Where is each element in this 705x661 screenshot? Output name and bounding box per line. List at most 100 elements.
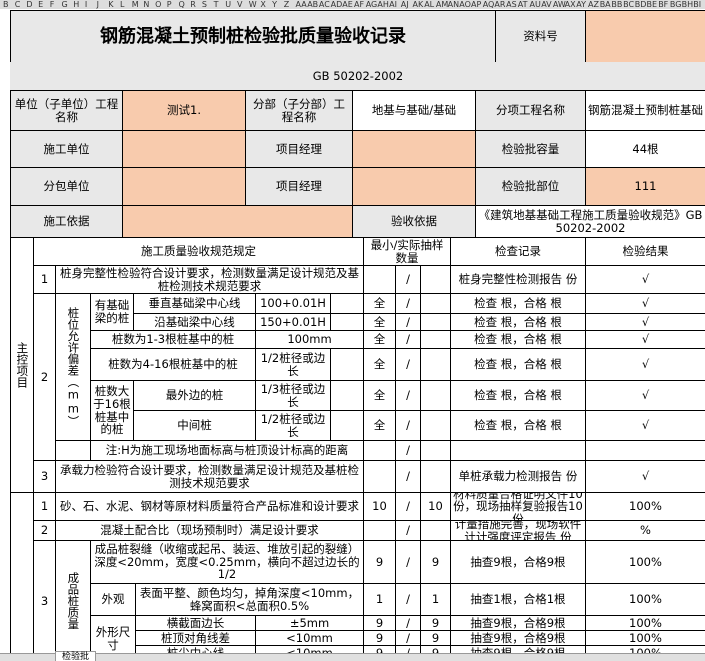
cell: 100% xyxy=(585,615,705,631)
cell: 全 xyxy=(363,313,396,331)
empty-cell xyxy=(420,265,451,294)
cell: / xyxy=(395,348,421,381)
cell: 检查 根，合格 根 xyxy=(450,410,586,441)
column-letter: Q xyxy=(178,0,185,9)
column-letter: BC xyxy=(623,0,635,9)
cell: 检查记录 xyxy=(450,237,586,266)
cell: 桩数为4-16根桩基中的桩 xyxy=(90,348,256,381)
column-letter: AF xyxy=(354,0,365,9)
cell: 全 xyxy=(363,380,396,411)
empty-cell xyxy=(330,293,364,314)
column-letter: AK xyxy=(412,0,424,9)
cell: 抽查9根，合格9根 xyxy=(450,540,586,584)
cell: 100% xyxy=(585,492,705,521)
column-letter: F xyxy=(49,0,55,9)
cell: 2 xyxy=(33,293,56,461)
cell: 3 xyxy=(33,460,56,493)
column-letter: R xyxy=(190,0,196,9)
column-letter: E xyxy=(38,0,44,9)
column-letter: AC xyxy=(318,0,330,9)
cell: 100mm xyxy=(255,330,364,349)
column-letter: BG xyxy=(669,0,682,9)
cell: 验收依据 xyxy=(352,205,476,238)
empty-cell xyxy=(420,313,451,331)
column-letter: N xyxy=(143,0,150,9)
column-letter: AL xyxy=(424,0,435,9)
cell: 材料质量合格证明文件10份，现场抽样复验报告10份 xyxy=(450,492,586,521)
cell: 检查 根，合格 根 xyxy=(450,330,586,349)
column-letter: AI xyxy=(389,0,397,9)
cell: / xyxy=(395,520,421,541)
column-letter: AE xyxy=(342,0,353,9)
cell: 成品桩裂缝（收缩或起吊、装运、堆放引起的裂缝）深度<20mm，宽度<0.25mm… xyxy=(90,540,364,584)
column-letter: AZ xyxy=(588,0,599,9)
cell: / xyxy=(395,540,421,584)
column-letter: AU xyxy=(529,0,541,9)
column-letter: BD xyxy=(634,0,647,9)
empty-cell xyxy=(420,348,451,381)
column-letter: AM xyxy=(435,0,449,9)
column-letter: G xyxy=(61,0,68,9)
cell: / xyxy=(395,440,421,461)
cell: / xyxy=(395,583,421,616)
column-letter: Z xyxy=(283,0,290,9)
cell: 全 xyxy=(363,410,396,441)
sheet-tab[interactable]: 检验批 xyxy=(55,651,97,661)
column-letter: AS xyxy=(506,0,517,9)
cell: 全 xyxy=(363,330,396,349)
cell: 单桩承载力检测报告 份 xyxy=(450,460,586,493)
cell: √ xyxy=(585,265,705,294)
cell: % xyxy=(585,520,705,541)
cell: 150+0.01H xyxy=(255,313,331,331)
column-letter: BI xyxy=(693,0,702,9)
empty-cell xyxy=(363,460,396,493)
cell: / xyxy=(395,460,421,493)
cell: 抽查1根，合格1根 xyxy=(450,583,586,616)
column-letter: H xyxy=(73,0,80,9)
column-letter: AR xyxy=(494,0,506,9)
empty-cell xyxy=(330,313,364,331)
empty-cell xyxy=(585,10,705,63)
cell: 成品桩质量 xyxy=(55,540,91,661)
cell: 桩数为1-3根桩基中的桩 xyxy=(90,330,256,349)
column-letter: K xyxy=(108,0,114,9)
cell: 横截面边长 xyxy=(135,615,256,631)
column-letter: O xyxy=(155,0,162,9)
cell: 施工单位 xyxy=(10,130,123,168)
column-letter: AQ xyxy=(482,0,495,9)
column-letter: C xyxy=(14,0,21,9)
column-letter: I xyxy=(84,0,88,9)
cell: 1 xyxy=(363,583,396,616)
cell: 测试1. xyxy=(122,90,246,131)
column-letter: AW xyxy=(552,0,566,9)
column-letter: BB xyxy=(611,0,623,9)
column-letter: P xyxy=(166,0,172,9)
column-letter: AB xyxy=(307,0,319,9)
cell: 外观 xyxy=(90,583,136,616)
cell: 1/3桩径或边长 xyxy=(255,380,331,411)
cell: / xyxy=(395,630,421,646)
column-letter: T xyxy=(213,0,219,9)
empty-cell xyxy=(330,380,364,411)
empty-cell xyxy=(420,293,451,314)
cell: / xyxy=(395,492,421,521)
column-letter: B xyxy=(3,0,9,9)
column-header-bar xyxy=(0,0,705,9)
cell: 10 xyxy=(420,492,451,521)
column-letter: V xyxy=(237,0,243,9)
empty-cell xyxy=(420,410,451,441)
cell: 注:H为施工现场地面标高与桩顶设计标高的距离 xyxy=(90,440,364,461)
cell: 桩身完整性检验符合设计要求，检测数量满足设计规范及基桩检测技术规范要求 xyxy=(55,265,364,294)
cell: 项目经理 xyxy=(245,130,353,168)
cell: 中间桩 xyxy=(133,410,256,441)
column-letter: L xyxy=(120,0,125,9)
empty-cell xyxy=(420,440,451,461)
empty-cell xyxy=(122,167,246,206)
cell: 抽查9根，合格9根 xyxy=(450,630,586,646)
cell: / xyxy=(395,380,421,411)
cell: 沿基础梁中心线 xyxy=(133,313,256,331)
cell: 有基础梁的桩 xyxy=(90,293,134,331)
cell: 钢筋混凝土预制桩基础 xyxy=(585,90,705,131)
cell: 检验批容量 xyxy=(475,130,586,168)
